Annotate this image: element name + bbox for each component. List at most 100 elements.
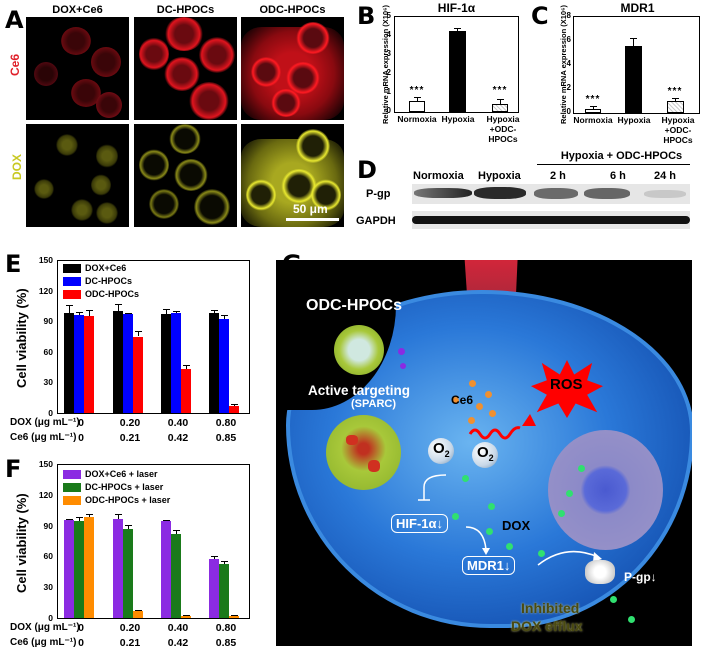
o2-label-2: O2	[477, 444, 494, 463]
odc-hpocs-label: ODC-HPOCs	[306, 297, 403, 314]
inhibited-label: Inhibited	[521, 600, 580, 616]
chart-e-dose-label-ce6: Ce6 (μg mL⁻¹)	[10, 432, 77, 443]
blot-lane-2h: 2 h	[550, 170, 566, 182]
panel-a-label: A	[5, 6, 24, 34]
chart-f-ce6-3: 0.85	[215, 637, 237, 649]
panel-d-label: D	[357, 156, 377, 184]
chart-f-axes	[57, 464, 250, 619]
chart-f-dox-0: 0	[78, 622, 84, 634]
chart-c-xlabel-1: Hypoxia	[617, 115, 651, 125]
blot-row-pgp: P-gp	[366, 188, 391, 200]
chart-e-legend-1: DC-HPOCs	[85, 276, 133, 286]
chart-f-dose-label-dox: DOX (μg mL⁻¹)	[10, 622, 80, 633]
micrograph-dox-dox-ce6	[26, 124, 129, 227]
chart-e-dose-label-dox: DOX (μg mL⁻¹)	[10, 417, 80, 428]
blot-row-gapdh: GAPDH	[356, 215, 396, 227]
blot-lane-24h: 24 h	[654, 170, 677, 182]
chart-e-ce6-3: 0.85	[215, 432, 237, 444]
bar	[171, 313, 181, 413]
dox-efflux-label: DOX efflux	[511, 618, 583, 634]
bar	[123, 314, 133, 413]
nanoparticle-cutaway-icon	[326, 415, 401, 490]
chart-e-legend-0: DOX+Ce6	[85, 263, 127, 273]
active-targeting-label: Active targeting	[308, 383, 411, 398]
pathway-arrows	[418, 474, 602, 566]
micrograph-ce6-odc-hpocs	[241, 17, 344, 120]
col-title-dox-ce6: DOX+Ce6	[52, 4, 103, 16]
chart-e-dox-3: 0.80	[215, 417, 237, 429]
nanoparticle-icon	[334, 325, 384, 375]
o2-bubble-icon	[428, 438, 454, 464]
bar	[74, 521, 84, 618]
chart-b-sig-hypoxia-odc: ***	[492, 85, 508, 96]
col-title-odc-hpocs: ODC-HPOCs	[259, 4, 326, 16]
chart-e-ylabel: Cell viability (%)	[14, 288, 29, 388]
o2-bubble-icon	[472, 442, 498, 468]
blot-lane-hypoxia: Hypoxia	[478, 170, 521, 182]
mdr-box: MDR1↓	[462, 556, 516, 575]
chart-c-sig-hypoxia-odc: ***	[667, 86, 683, 97]
o2-label-1: O2	[433, 440, 450, 459]
scale-bar-label: 50 μm	[293, 202, 328, 216]
blot-group-header: Hypoxia + ODC-HPOCs	[560, 150, 683, 162]
panel-b-label: B	[357, 2, 376, 30]
bar	[209, 559, 219, 618]
chart-b-xlabel-1: Hypoxia	[441, 114, 475, 124]
chart-f-legend-0: DOX+Ce6 + laser	[85, 469, 158, 479]
col-title-dc-hpocs: DC-HPOCs	[156, 4, 215, 16]
chart-f-ce6-0: 0	[78, 637, 84, 649]
chart-c-title: MDR1	[620, 1, 655, 15]
panel-e-label: E	[5, 250, 22, 278]
chart-e-ce6-2: 0.42	[167, 432, 189, 444]
micrograph-dox-odc-hpocs: 50 μm	[241, 124, 344, 227]
dox-label: DOX	[502, 518, 531, 533]
blot-pgp-strip	[412, 184, 690, 204]
blot-lane-6h: 6 h	[610, 170, 626, 182]
chart-b-axes	[394, 16, 519, 113]
chart-f-ylabel: Cell viability (%)	[14, 493, 29, 593]
row-label-ce6: Ce6	[8, 53, 23, 77]
chart-b-bar-hypoxia	[449, 31, 466, 112]
chart-c-xlabel-2: Hypoxia +ODC-HPOCs	[661, 115, 695, 145]
chart-e-dox-0: 0	[78, 417, 84, 429]
micrograph-ce6-dox-ce6	[26, 17, 129, 120]
chart-b-bar-hypoxia-odc	[492, 104, 508, 112]
scale-bar	[286, 218, 339, 221]
chart-f-ce6-2: 0.42	[167, 637, 189, 649]
chart-c-axes	[573, 16, 700, 114]
bar	[219, 319, 229, 413]
bar	[219, 563, 229, 618]
chart-f-dox-2: 0.40	[167, 622, 189, 634]
chart-e-ce6-0: 0	[78, 432, 84, 444]
blot-gapdh-strip	[412, 211, 690, 229]
chart-f-ce6-1: 0.21	[119, 637, 141, 649]
bar	[64, 520, 74, 618]
bar	[161, 521, 171, 618]
bar	[171, 533, 181, 618]
bar	[161, 314, 171, 413]
bar	[113, 311, 123, 413]
chart-c-sig-normoxia: ***	[585, 94, 601, 105]
p-gp-label: P-gp↓	[624, 570, 657, 584]
chart-f-dox-3: 0.80	[215, 622, 237, 634]
bar	[74, 315, 84, 413]
chart-b-xlabel-0: Normoxia	[397, 114, 437, 124]
blot-lane-normoxia: Normoxia	[413, 170, 464, 182]
bar	[229, 615, 239, 618]
chart-c-bar-hypoxia	[625, 46, 642, 113]
chart-c-xlabel-0: Normoxia	[573, 115, 613, 125]
bar	[113, 519, 123, 618]
bar	[181, 615, 191, 618]
chart-f-dox-1: 0.20	[119, 622, 141, 634]
hif-box: HIF-1α↓	[391, 514, 448, 533]
chart-e-dox-2: 0.40	[167, 417, 189, 429]
chart-e-axes	[57, 260, 250, 414]
bar	[181, 369, 191, 413]
bar	[123, 528, 133, 618]
chart-c-bar-hypoxia-odc	[667, 101, 684, 113]
panel-c-label: C	[531, 2, 549, 30]
chart-c-bar-normoxia	[585, 109, 601, 113]
chart-e-ce6-1: 0.21	[119, 432, 141, 444]
ce6-label: Ce6	[451, 393, 474, 407]
chart-b-xlabel-2: Hypoxia +ODC-HPOCs	[486, 114, 520, 144]
